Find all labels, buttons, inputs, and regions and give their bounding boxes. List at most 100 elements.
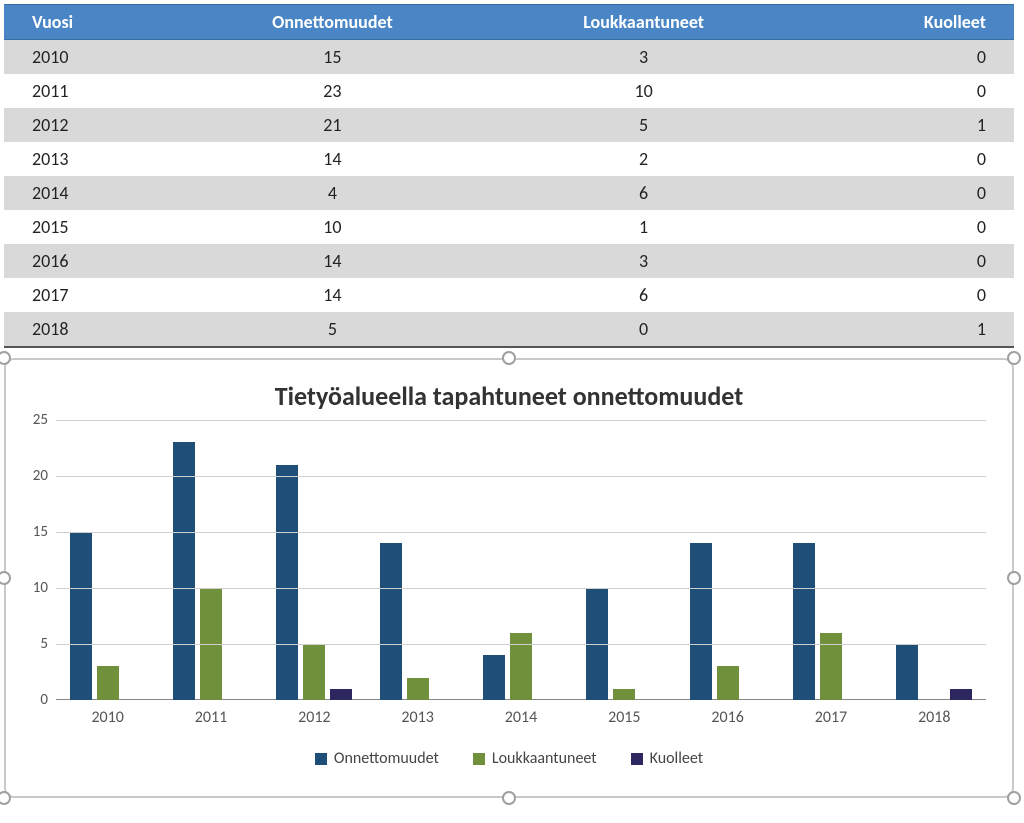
- bar: [483, 655, 505, 700]
- table-row: 20161430: [4, 244, 1014, 278]
- chart-x-axis: 201020112012201320142015201620172018: [56, 708, 986, 727]
- x-tick-label: 2011: [159, 708, 262, 727]
- legend-item: Kuolleet: [631, 749, 703, 768]
- bar-group: [366, 420, 469, 700]
- bar: [330, 689, 352, 700]
- table-row: 20131420: [4, 142, 1014, 176]
- bar: [896, 644, 918, 700]
- table-cell: 6: [488, 176, 799, 210]
- bar: [380, 543, 402, 700]
- bar: [613, 689, 635, 700]
- table-row: 20101530: [4, 40, 1014, 75]
- legend-swatch: [631, 753, 643, 765]
- table-cell: 2013: [4, 142, 177, 176]
- table-row: 20171460: [4, 278, 1014, 312]
- chart-legend: Onnettomuudet Loukkaantuneet Kuolleet: [4, 749, 1014, 768]
- gridline: [56, 476, 986, 477]
- resize-handle-top-center[interactable]: [502, 351, 516, 365]
- bar: [510, 633, 532, 700]
- y-tick-label: 15: [18, 523, 48, 541]
- x-tick-label: 2014: [469, 708, 572, 727]
- legend-item: Loukkaantuneet: [473, 749, 597, 768]
- gridline: [56, 532, 986, 533]
- bar: [97, 666, 119, 700]
- table-cell: 2016: [4, 244, 177, 278]
- bar: [407, 678, 429, 700]
- table-cell: 1: [799, 108, 1014, 142]
- table-cell: 1: [488, 210, 799, 244]
- table-row: 20122151: [4, 108, 1014, 142]
- table-cell: 2014: [4, 176, 177, 210]
- table-row: 20151010: [4, 210, 1014, 244]
- bar-group: [159, 420, 262, 700]
- table-cell: 5: [488, 108, 799, 142]
- table-cell: 2: [488, 142, 799, 176]
- col-deaths: Kuolleet: [799, 5, 1014, 40]
- x-tick-label: 2017: [779, 708, 882, 727]
- table-cell: 15: [177, 40, 488, 75]
- gridline: [56, 588, 986, 589]
- table-cell: 5: [177, 312, 488, 347]
- table-cell: 2011: [4, 74, 177, 108]
- legend-swatch: [315, 753, 327, 765]
- resize-handle-mid-right[interactable]: [1007, 571, 1021, 585]
- table-cell: 3: [488, 40, 799, 75]
- bar: [820, 633, 842, 700]
- table-cell: 6: [488, 278, 799, 312]
- table-row: 201123100: [4, 74, 1014, 108]
- bar: [793, 543, 815, 700]
- bar-group: [883, 420, 986, 700]
- legend-item: Onnettomuudet: [315, 749, 439, 768]
- table-cell: 2017: [4, 278, 177, 312]
- x-tick-label: 2010: [56, 708, 159, 727]
- table-cell: 2012: [4, 108, 177, 142]
- y-tick-label: 5: [18, 635, 48, 653]
- y-tick-label: 0: [18, 691, 48, 709]
- bar: [303, 644, 325, 700]
- table-cell: 14: [177, 278, 488, 312]
- table-cell: 0: [799, 176, 1014, 210]
- table-cell: 2018: [4, 312, 177, 347]
- table-row: 2014460: [4, 176, 1014, 210]
- col-accidents: Onnettomuudet: [177, 5, 488, 40]
- table-cell: 10: [488, 74, 799, 108]
- table-cell: 0: [799, 142, 1014, 176]
- table-cell: 3: [488, 244, 799, 278]
- table-cell: 21: [177, 108, 488, 142]
- chart-plot-area: 0510152025: [56, 420, 986, 700]
- x-tick-label: 2015: [573, 708, 676, 727]
- bar-group: [779, 420, 882, 700]
- resize-handle-bottom-right[interactable]: [1007, 791, 1021, 805]
- table-cell: 2015: [4, 210, 177, 244]
- gridline: [56, 420, 986, 421]
- bar: [173, 442, 195, 700]
- bar: [276, 465, 298, 700]
- table-cell: 0: [799, 210, 1014, 244]
- table-cell: 0: [488, 312, 799, 347]
- y-tick-label: 20: [18, 467, 48, 485]
- bar-group: [573, 420, 676, 700]
- x-tick-label: 2012: [263, 708, 366, 727]
- table-cell: 10: [177, 210, 488, 244]
- table-cell: 0: [799, 244, 1014, 278]
- resize-handle-bottom-left[interactable]: [0, 791, 11, 805]
- x-tick-label: 2013: [366, 708, 469, 727]
- bar: [950, 689, 972, 700]
- resize-handle-top-right[interactable]: [1007, 351, 1021, 365]
- table-cell: 23: [177, 74, 488, 108]
- y-tick-label: 25: [18, 411, 48, 429]
- table-row: 2018501: [4, 312, 1014, 347]
- table-cell: 4: [177, 176, 488, 210]
- resize-handle-mid-left[interactable]: [0, 571, 11, 585]
- y-tick-label: 10: [18, 579, 48, 597]
- table-cell: 2010: [4, 40, 177, 75]
- table-cell: 14: [177, 142, 488, 176]
- table-header-row: Vuosi Onnettomuudet Loukkaantuneet Kuoll…: [4, 5, 1014, 40]
- table-cell: 0: [799, 40, 1014, 75]
- chart-object-selected[interactable]: Tietyöalueella tapahtuneet onnettomuudet…: [4, 358, 1014, 798]
- gridline: [56, 644, 986, 645]
- table-cell: 14: [177, 244, 488, 278]
- accidents-table: Vuosi Onnettomuudet Loukkaantuneet Kuoll…: [4, 4, 1014, 348]
- bar: [70, 532, 92, 700]
- resize-handle-bottom-center[interactable]: [502, 791, 516, 805]
